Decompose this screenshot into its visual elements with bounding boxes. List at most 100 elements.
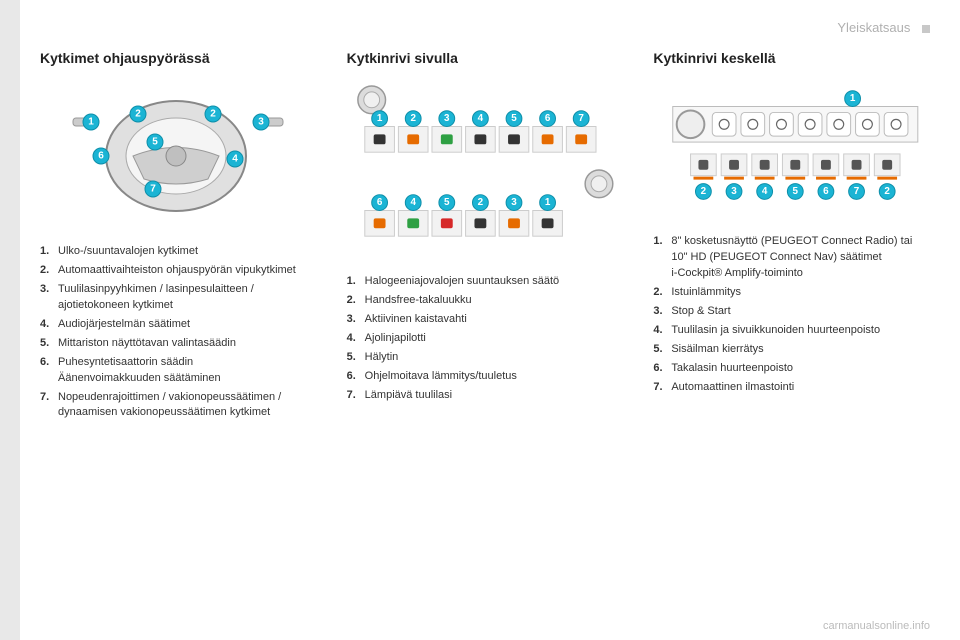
legend-item: 3.Stop & Start	[653, 304, 930, 320]
col3-figure: 12345672	[653, 84, 930, 214]
col1-legend: 1.Ulko-/suuntavalojen kytkimet2.Automaat…	[40, 244, 317, 421]
callout-badge-1: 1	[83, 114, 99, 130]
switch-glyph	[441, 134, 453, 144]
legend-num: 1.	[40, 244, 58, 260]
switch-glyph	[407, 134, 419, 144]
legend-num: 5.	[40, 336, 58, 352]
col2-title: Kytkinrivi sivulla	[347, 50, 624, 66]
callout-badge-6: 6	[93, 148, 109, 164]
switch-glyph	[729, 160, 739, 170]
callout-badge-4: 4	[757, 184, 773, 200]
svg-text:2: 2	[136, 109, 142, 120]
svg-text:3: 3	[259, 117, 265, 128]
callout-badge-5: 5	[506, 111, 522, 127]
legend-num: 7.	[653, 380, 671, 396]
legend-text: Mittariston näyttötavan valintasäädin	[58, 336, 317, 352]
callout-badge-1: 1	[371, 111, 387, 127]
svg-text:4: 4	[410, 197, 416, 208]
callout-badge-1: 1	[845, 91, 861, 107]
legend-num: 7.	[40, 390, 58, 422]
legend-text: Tuulilasinpyyhkimen / lasinpesulaitteen …	[58, 282, 317, 314]
switch-glyph	[541, 218, 553, 228]
callout-badge-2: 2	[130, 106, 146, 122]
legend-item: 2.Automaattivaihteiston ohjauspyörän vip…	[40, 263, 317, 279]
switch-underline	[847, 177, 867, 180]
callout-badge-2: 2	[696, 184, 712, 200]
switch-glyph	[474, 218, 486, 228]
svg-text:2: 2	[211, 109, 217, 120]
col2-figure: 1 2 3 4 5 6 7 6 4 5 2 3 1	[347, 84, 624, 254]
legend-text: Istuinlämmitys	[671, 285, 930, 301]
callout-badge-2: 2	[880, 184, 896, 200]
switch-glyph	[508, 218, 520, 228]
callout-badge-6: 6	[539, 111, 555, 127]
header-square-icon	[922, 25, 930, 33]
legend-item: 1.8" kosketusnäyttö (PEUGEOT Connect Rad…	[653, 234, 930, 282]
callout-badge-6: 6	[371, 195, 387, 211]
col1-title: Kytkimet ohjauspyörässä	[40, 50, 317, 66]
legend-num: 3.	[347, 312, 365, 328]
svg-text:2: 2	[477, 197, 483, 208]
legend-item: 7.Automaattinen ilmastointi	[653, 380, 930, 396]
switch-underline	[755, 177, 775, 180]
steering-wheel-diagram: 12235647	[63, 84, 293, 224]
legend-text: Tuulilasin ja sivuikkunoiden huurteenpoi…	[671, 323, 930, 339]
legend-text: Hälytin	[365, 350, 624, 366]
svg-text:2: 2	[885, 186, 891, 197]
svg-text:2: 2	[701, 186, 707, 197]
legend-num: 2.	[40, 263, 58, 279]
legend-text: Takalasin huurteenpoisto	[671, 361, 930, 377]
svg-text:1: 1	[545, 197, 551, 208]
switch-underline	[724, 177, 744, 180]
legend-num: 1.	[653, 234, 671, 282]
legend-item: 4.Tuulilasin ja sivuikkunoiden huurteenp…	[653, 323, 930, 339]
page-footer-watermark: carmanualsonline.info	[823, 620, 930, 632]
legend-num: 3.	[40, 282, 58, 314]
callout-badge-3: 3	[506, 195, 522, 211]
legend-text: Halogeeniajovalojen suuntauksen säätö	[365, 274, 624, 290]
svg-text:1: 1	[377, 113, 383, 124]
touchscreen-shortcut-button	[885, 112, 909, 136]
legend-item: 2.Handsfree-takaluukku	[347, 293, 624, 309]
switch-underline	[878, 177, 898, 180]
callout-badge-1: 1	[539, 195, 555, 211]
touchscreen-shortcut-button	[827, 112, 851, 136]
mini-steering-wheel-icon	[358, 86, 386, 114]
callout-badge-5: 5	[147, 134, 163, 150]
callout-badge-7: 7	[145, 181, 161, 197]
callout-badge-2: 2	[205, 106, 221, 122]
svg-text:3: 3	[444, 113, 450, 124]
svg-text:5: 5	[444, 197, 450, 208]
callout-badge-4: 4	[472, 111, 488, 127]
legend-text: Nopeudenrajoittimen / vakionopeussäätime…	[58, 390, 317, 422]
top-button-panel	[673, 107, 918, 143]
col3-legend: 1.8" kosketusnäyttö (PEUGEOT Connect Rad…	[653, 234, 930, 395]
legend-num: 2.	[347, 293, 365, 309]
mini-steering-wheel-icon	[585, 170, 613, 198]
page-header: Yleiskatsaus	[837, 20, 930, 35]
col1-figure: 12235647	[40, 84, 317, 224]
legend-text: Automaattivaihteiston ohjauspyörän vipuk…	[58, 263, 317, 279]
legend-item: 3.Aktiivinen kaistavahti	[347, 312, 624, 328]
col2-legend: 1.Halogeeniajovalojen suuntauksen säätö2…	[347, 274, 624, 404]
switch-underline	[816, 177, 836, 180]
legend-num: 4.	[653, 323, 671, 339]
svg-text:5: 5	[511, 113, 517, 124]
legend-num: 7.	[347, 388, 365, 404]
switch-glyph	[373, 218, 385, 228]
legend-item: 7.Nopeudenrajoittimen / vakionopeussääti…	[40, 390, 317, 422]
svg-text:1: 1	[89, 117, 95, 128]
switch-glyph	[373, 134, 385, 144]
legend-item: 6.Takalasin huurteenpoisto	[653, 361, 930, 377]
callout-badge-2: 2	[405, 111, 421, 127]
switch-glyph	[407, 218, 419, 228]
svg-text:7: 7	[854, 186, 860, 197]
legend-item: 4.Audiojärjestelmän säätimet	[40, 317, 317, 333]
switch-glyph	[852, 160, 862, 170]
legend-item: 4.Ajolinjapilotti	[347, 331, 624, 347]
svg-text:7: 7	[578, 113, 584, 124]
legend-item: 5.Mittariston näyttötavan valintasäädin	[40, 336, 317, 352]
switch-glyph	[821, 160, 831, 170]
column-side-switches: Kytkinrivi sivulla 1 2 3 4 5 6 7 6 4 5 2 3 1 1.Halog…	[347, 50, 624, 424]
legend-item: 6.Ohjelmoitava lämmitys/tuuletus	[347, 369, 624, 385]
